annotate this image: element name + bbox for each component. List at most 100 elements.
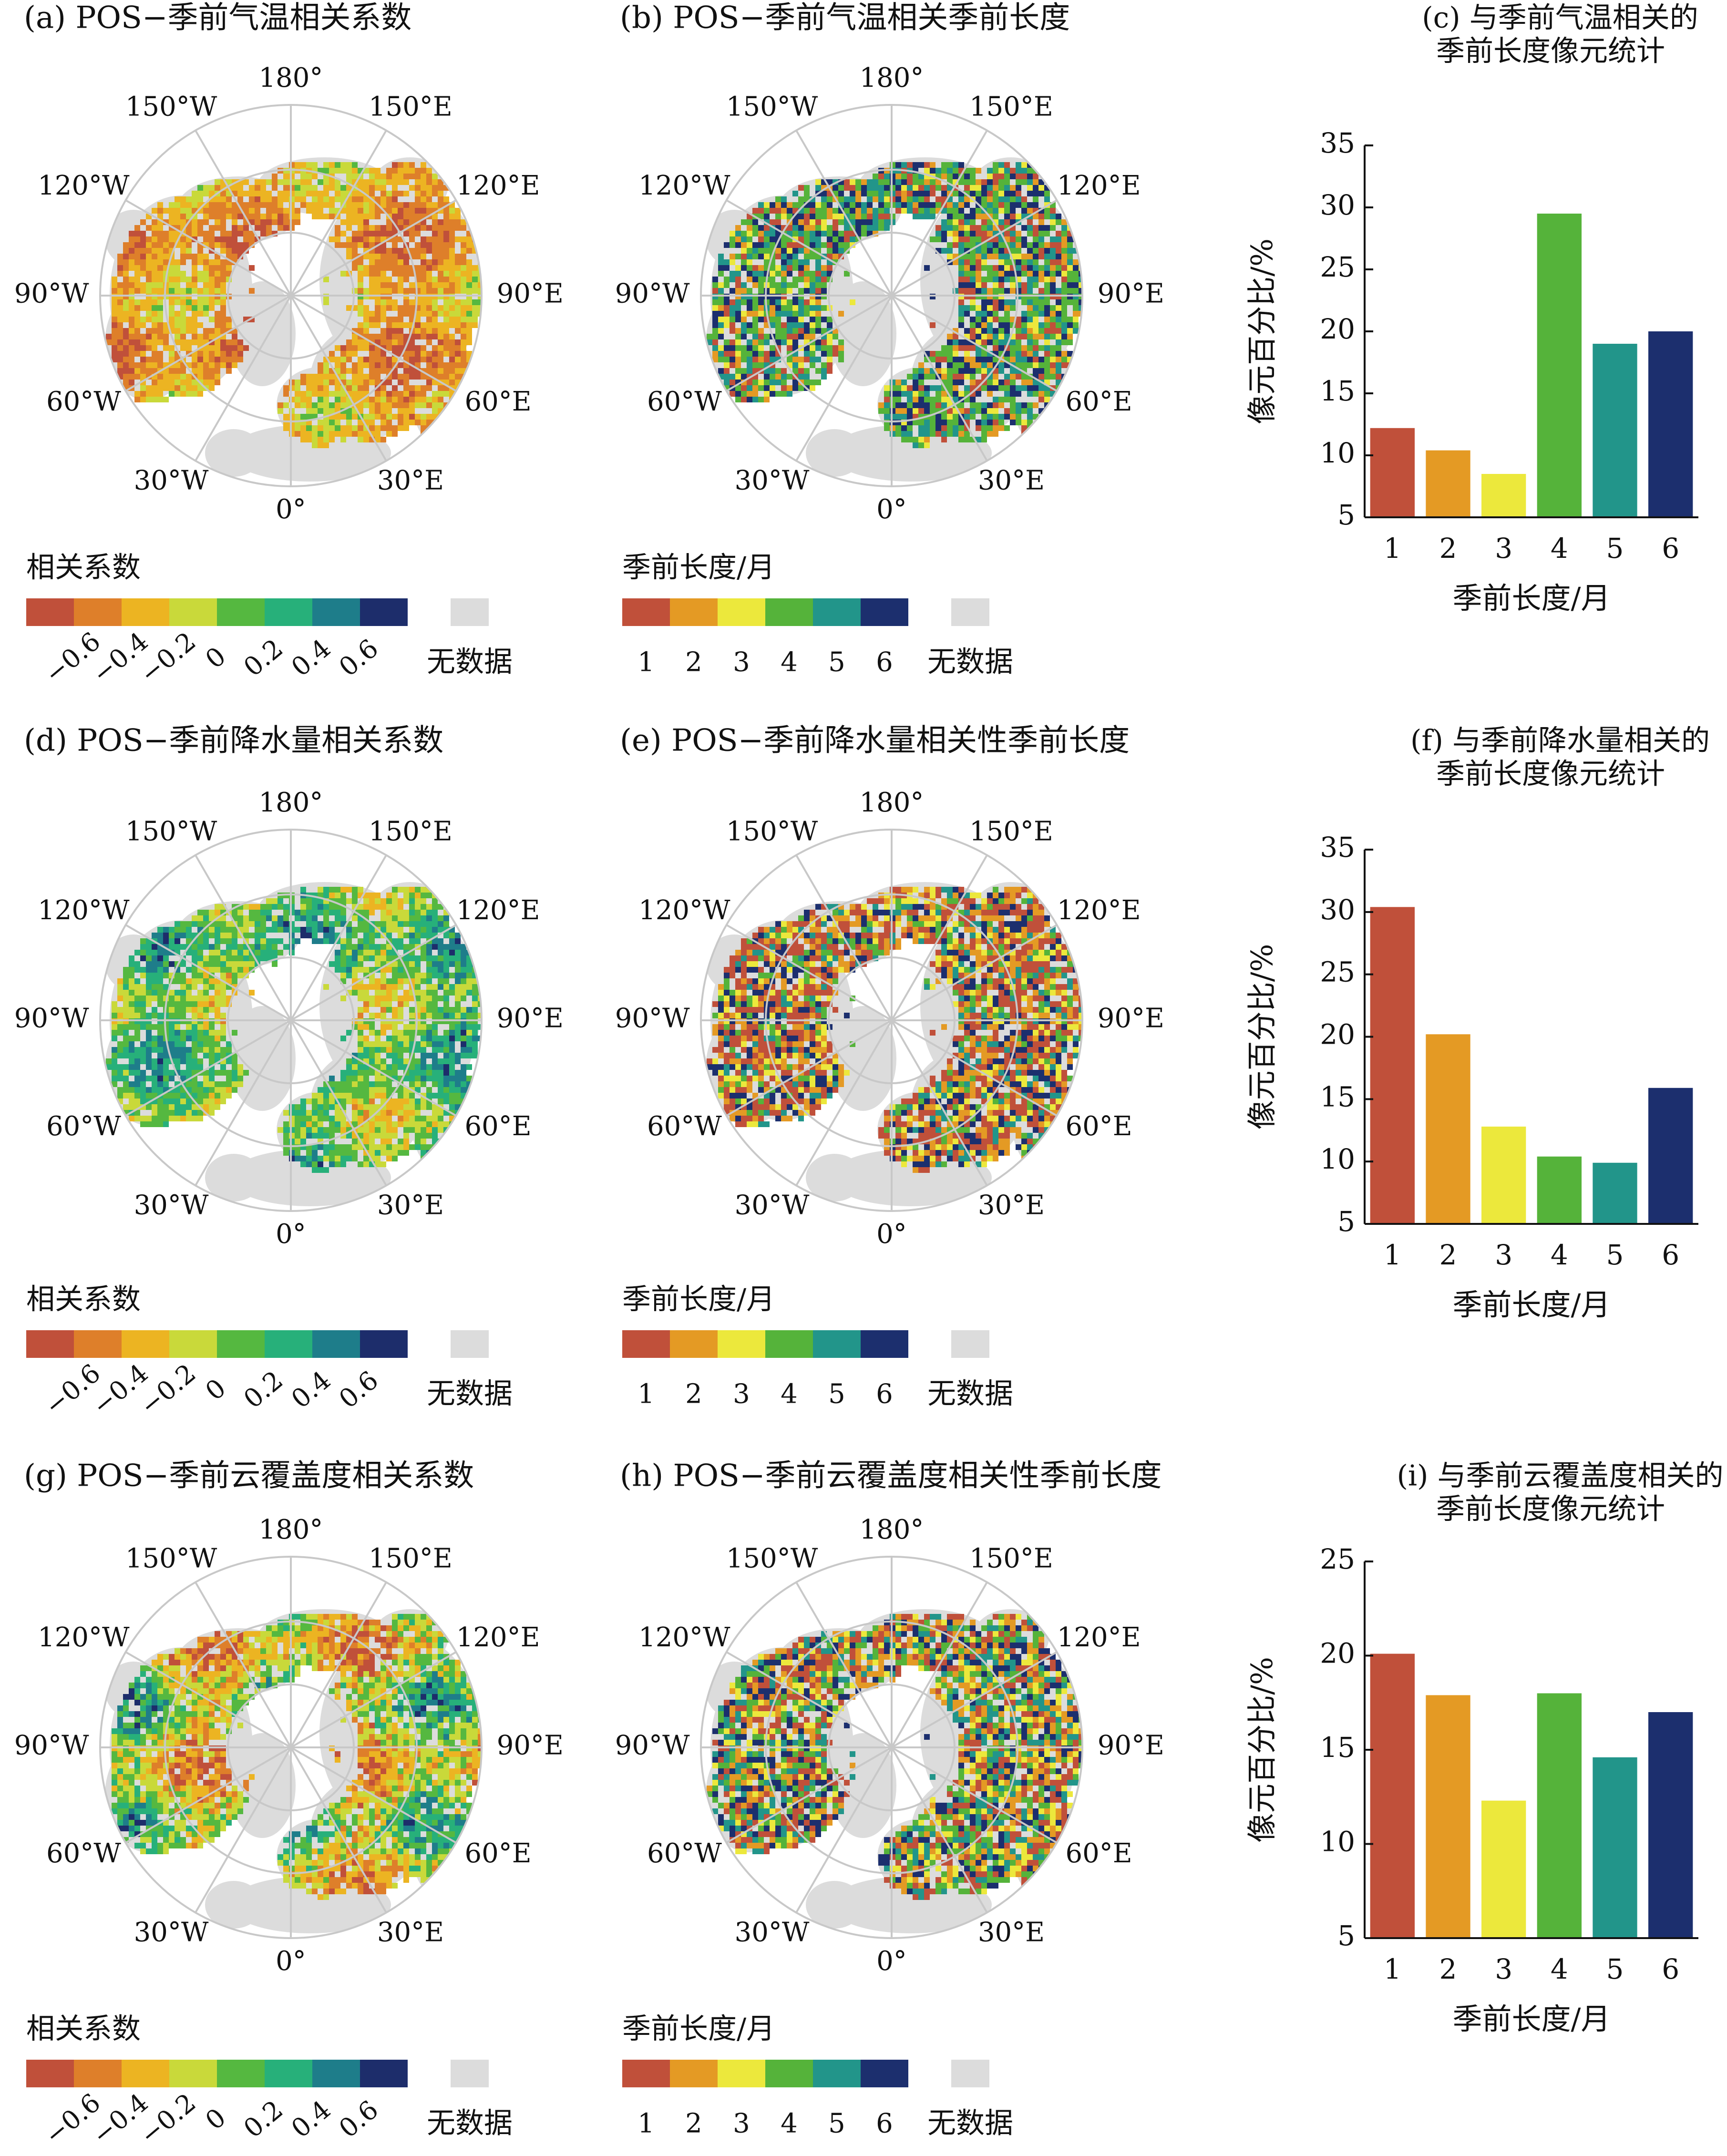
map-pixel [970,168,976,174]
map-pixel [134,351,140,357]
map-pixel [741,345,747,351]
map-pixel [117,978,123,984]
map-pixel [426,322,432,328]
map-pixel [375,1121,380,1127]
map-pixel [1044,357,1050,362]
map-pixel [369,1127,375,1133]
map-pixel [981,202,987,208]
map-pixel [186,1099,192,1104]
map-pixel [964,277,970,282]
map-pixel [752,339,758,345]
map-pixel [735,391,741,397]
map-pixel [163,208,169,214]
map-pixel [157,248,163,254]
map-pixel [478,282,482,288]
map-pixel [140,1053,146,1058]
map-pixel [758,311,764,317]
map-pixel [461,311,466,317]
map-pixel [169,385,175,391]
map-pixel [1038,397,1044,402]
map-pixel [432,265,438,271]
map-pixel [163,254,169,259]
map-pixel [169,1116,175,1121]
map-pixel [369,1093,375,1099]
map-pixel [157,351,163,357]
map-pixel [146,1093,152,1099]
map-pixel [901,385,907,391]
map-pixel [827,248,833,254]
map-pixel [352,990,358,996]
map-pixel [443,196,449,202]
map-pixel [426,196,432,202]
map-pixel [152,288,157,294]
map-pixel [770,357,775,362]
map-pixel [810,231,815,236]
map-pixel [306,1110,312,1116]
map-pixel [375,317,380,322]
map-pixel [340,893,346,898]
map-pixel [157,1081,163,1087]
map-pixel [1044,374,1050,380]
map-pixel [169,231,175,236]
map-pixel [386,357,392,362]
map-pixel [449,225,455,231]
map-pixel [398,168,403,174]
map-pixel [924,385,930,391]
map-pixel [340,362,346,368]
map-pixel [941,374,947,380]
y-tick-label: 35 [1320,127,1355,159]
map-pixel [873,219,878,225]
map-pixel [781,299,787,305]
map-pixel [455,317,461,322]
map-pixel [117,282,123,288]
map-pixel [140,1087,146,1093]
map-pixel [1056,259,1061,265]
map-pixel [226,345,232,351]
map-pixel [1033,225,1038,231]
map-pixel [300,374,306,380]
map-pixel [935,179,941,185]
map-pixel [1027,288,1033,294]
meridian-line [290,199,457,297]
map-pixel [747,225,752,231]
map-pixel [146,1064,152,1070]
map-pixel [747,271,752,277]
map-pixel [329,1127,335,1133]
map-pixel [815,185,821,191]
map-pixel [157,933,163,938]
map-pixel [266,927,272,933]
legend-tick-label: 6 [876,647,893,678]
map-pixel [220,288,226,294]
map-pixel [466,311,472,317]
map-pixel [318,927,323,933]
map-pixel [970,357,976,362]
map-pixel [392,397,398,402]
map-pixel [781,322,787,328]
map-pixel [455,351,461,357]
map-pixel [226,362,232,368]
map-pixel [392,174,398,179]
map-pixel [323,196,329,202]
map-pixel [781,328,787,334]
map-pixel [827,208,833,214]
map-pixel [180,1036,186,1041]
map-pixel [386,196,392,202]
map-pixel [987,380,993,385]
map-pixel [461,259,466,265]
map-pixel [993,202,998,208]
map-pixel [981,288,987,294]
map-pixel [958,231,964,236]
map-pixel [180,1099,186,1104]
map-pixel [1027,179,1033,185]
map-pixel [260,185,266,191]
map-pixel [117,1093,123,1099]
map-pixel [1061,351,1067,357]
map-pixel [804,254,810,259]
map-pixel [215,236,220,242]
map-pixel [838,214,844,219]
map-pixel [152,242,157,248]
map-pixel [1061,322,1067,328]
map-pixel [140,322,146,328]
map-pixel [215,362,220,368]
map-pixel [335,425,340,431]
